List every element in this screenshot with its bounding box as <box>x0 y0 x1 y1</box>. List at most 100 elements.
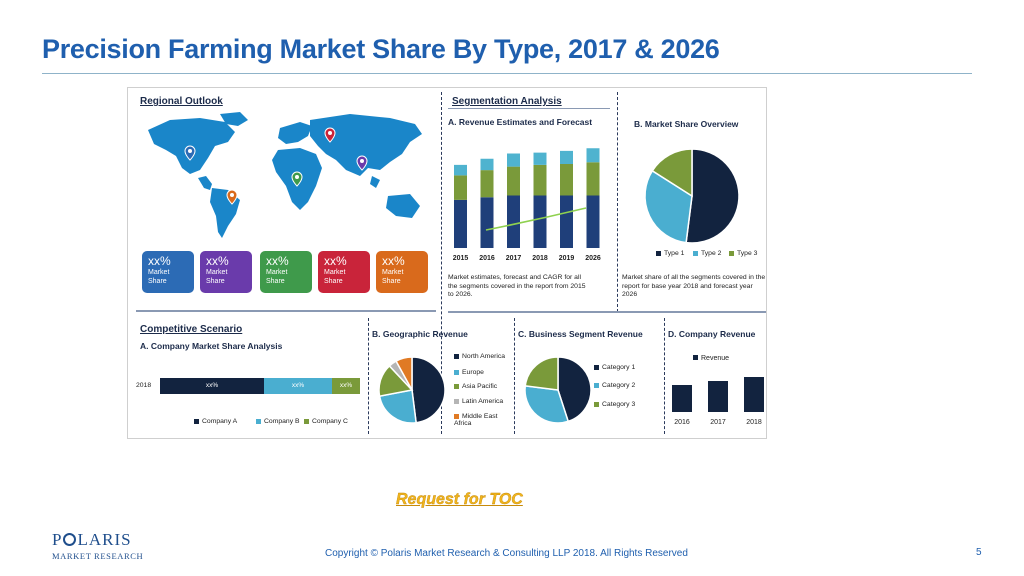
revenue-bar-segment <box>560 195 573 248</box>
company-revenue-legend-label: Revenue <box>701 355 729 362</box>
map-pin-dot <box>360 159 364 163</box>
page-title: Precision Farming Market Share By Type, … <box>42 34 720 64</box>
business-legend-item: Category 2 <box>594 382 635 389</box>
market-share-pie <box>644 148 740 244</box>
market-share-legend-item: Type 1 <box>656 250 684 257</box>
map-pin-dot <box>295 175 299 179</box>
company-legend-item: Company B <box>256 418 300 425</box>
map-pin-icon <box>291 171 303 187</box>
logo-letters: LARIS <box>77 530 132 549</box>
business-legend-item: Category 3 <box>594 401 635 408</box>
map-pin-icon <box>356 155 368 171</box>
company-revenue-legend-swatch <box>693 355 698 360</box>
geographic-legend-item-swatch <box>454 413 459 419</box>
revenue-bar-segment <box>480 158 494 171</box>
market-share-box-label1: Market <box>206 269 228 276</box>
geographic-legend-item-label: North America <box>462 353 506 360</box>
geographic-legend-item-swatch <box>454 353 459 359</box>
map-pin-dot <box>328 131 332 135</box>
market-share-box: xx% Market Share <box>376 251 428 293</box>
logo-o-ring-icon <box>63 533 77 546</box>
revenue-tick-label: 2016 <box>479 255 495 262</box>
business-legend-item-swatch <box>594 364 599 370</box>
revenue-bar-segment <box>454 199 467 248</box>
request-toc-link[interactable]: Request for TOC <box>396 491 523 508</box>
business-divider <box>664 318 665 434</box>
market-share-box-pct: xx% <box>324 254 347 268</box>
geographic-legend-item: Latin America <box>454 398 503 405</box>
company-revenue-bar <box>744 377 764 412</box>
geographic-slice-5 <box>395 356 413 391</box>
company-legend-item-swatch <box>194 418 199 424</box>
market-share-box-label1: Market <box>382 269 404 276</box>
market-share-box-label2: Share <box>266 278 285 285</box>
revenue-bar-segment <box>507 153 520 167</box>
segmentation-underline <box>448 108 610 109</box>
revenue-bar-segment <box>533 152 547 165</box>
revenue-bar-segment <box>507 195 520 248</box>
market-share-box-label1: Market <box>324 269 346 276</box>
geographic-legend-item-label: Asia Pacific <box>462 383 498 390</box>
page-number: 5 <box>976 547 982 558</box>
logo-letter-p: P <box>52 530 63 549</box>
revenue-bar-segment <box>507 166 520 196</box>
company-legend-item-label: Company A <box>202 418 238 425</box>
company-share-segment: xx% <box>332 378 360 394</box>
market-share-box-label2: Share <box>324 278 343 285</box>
share-caption-line-1: Market share of all the segments covered… <box>622 274 766 281</box>
revenue-bar-segment <box>586 148 600 163</box>
revenue-tick-label: 2026 <box>585 255 601 262</box>
regional-divider <box>136 310 436 312</box>
revenue-tick-label: 2015 <box>453 255 469 262</box>
geographic-legend-item: Middle East Africa <box>454 413 504 427</box>
company-revenue-title: D. Company Revenue <box>668 329 756 339</box>
section-divider <box>441 92 442 434</box>
business-segment-slice-3 <box>524 356 559 391</box>
company-revenue-tick-label: 2018 <box>746 419 762 426</box>
market-share-legend-item-label: Type 3 <box>737 250 758 257</box>
revenue-tick-label: 2018 <box>532 255 548 262</box>
world-map <box>148 112 422 238</box>
geographic-legend-item-swatch <box>454 369 459 375</box>
revenue-tick-label: 2019 <box>559 255 575 262</box>
revenue-tick-label: 2017 <box>506 255 522 262</box>
geographic-legend-item-label: Latin America <box>462 398 504 405</box>
market-share-slice-3 <box>651 148 693 198</box>
company-revenue-bar <box>708 381 728 412</box>
market-share-legend-item: Type 2 <box>693 250 721 257</box>
map-pin-dot <box>188 149 192 153</box>
market-share-box-label2: Share <box>382 278 401 285</box>
title-divider <box>42 73 972 74</box>
polaris-logo: P LARIS <box>52 530 132 550</box>
revenue-bar-segment <box>454 175 467 200</box>
revenue-bar-segment <box>533 195 547 248</box>
company-share-segment: xx% <box>264 378 332 394</box>
revenue-bar-segment <box>454 164 467 176</box>
revenue-estimates-title: A. Revenue Estimates and Forecast <box>448 117 593 127</box>
market-share-box-pct: xx% <box>266 254 289 268</box>
company-revenue-tick-label: 2016 <box>674 419 690 426</box>
geographic-revenue-pie <box>378 356 446 424</box>
market-share-box-label1: Market <box>148 269 170 276</box>
revenue-caption: Market estimates, forecast and CAGR for … <box>448 274 618 300</box>
market-share-title: B. Market Share Overview <box>634 119 739 129</box>
company-legend-item-swatch <box>256 418 261 424</box>
market-share-legend-item-label: Type 2 <box>701 250 722 257</box>
geographic-legend-item-swatch <box>454 383 459 389</box>
business-segment-title: C. Business Segment Revenue <box>518 329 643 339</box>
revenue-bar-segment <box>560 150 573 164</box>
share-caption-line-3: 2026 <box>622 291 638 298</box>
revenue-bar-segment <box>586 162 600 196</box>
revenue-bar-segment <box>560 164 573 196</box>
company-legend-item-label: Company C <box>312 418 348 425</box>
segmentation-title: Segmentation Analysis <box>452 96 562 107</box>
company-share-bar: xx% xx% xx% <box>160 378 360 394</box>
company-legend-item-label: Company B <box>264 418 300 425</box>
market-share-box-label2: Share <box>148 278 167 285</box>
geographic-legend-item: Europe <box>454 369 484 376</box>
competitive-divider <box>368 318 369 434</box>
geographic-legend-item: North America <box>454 353 505 360</box>
market-share-box: xx% Market Share <box>260 251 312 293</box>
map-pin-dot <box>230 193 234 197</box>
revenue-caption-line-3: to 2026. <box>448 291 473 298</box>
